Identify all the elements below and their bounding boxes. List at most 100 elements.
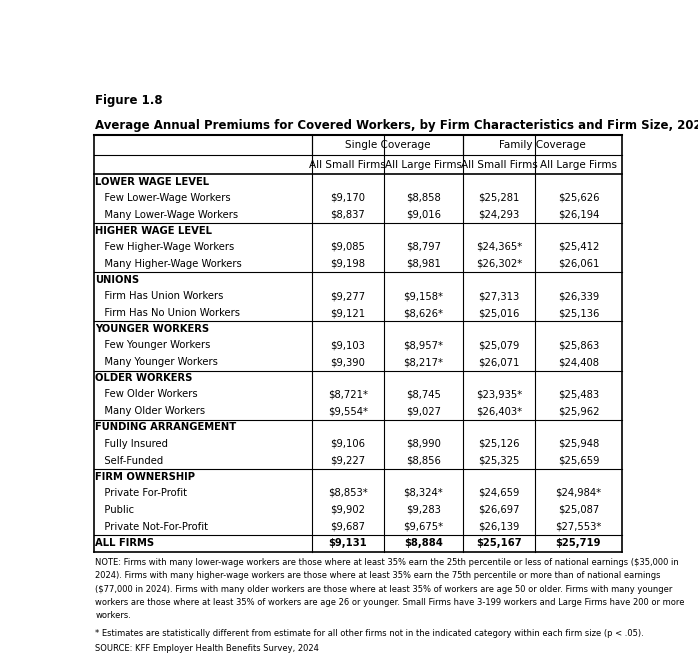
Text: Few Lower-Wage Workers: Few Lower-Wage Workers xyxy=(96,193,231,203)
Text: $24,293: $24,293 xyxy=(479,209,520,219)
Text: $25,281: $25,281 xyxy=(479,193,520,203)
Text: $24,408: $24,408 xyxy=(558,357,599,367)
Text: $25,948: $25,948 xyxy=(558,439,599,449)
Text: $24,365*: $24,365* xyxy=(476,242,522,252)
Text: $8,837: $8,837 xyxy=(330,209,365,219)
Text: FIRM OWNERSHIP: FIRM OWNERSHIP xyxy=(96,471,195,481)
Text: $25,412: $25,412 xyxy=(558,242,599,252)
Text: $8,957*: $8,957* xyxy=(403,340,443,350)
Text: $27,553*: $27,553* xyxy=(555,521,602,531)
Text: FUNDING ARRANGEMENT: FUNDING ARRANGEMENT xyxy=(96,422,237,432)
Text: $26,061: $26,061 xyxy=(558,259,599,269)
Text: $26,403*: $26,403* xyxy=(476,406,522,416)
Text: $9,675*: $9,675* xyxy=(403,521,443,531)
Text: All Small Firms: All Small Firms xyxy=(309,160,386,170)
Text: $25,659: $25,659 xyxy=(558,456,599,465)
Text: $26,302*: $26,302* xyxy=(476,259,522,269)
Text: Many Higher-Wage Workers: Many Higher-Wage Workers xyxy=(96,259,242,269)
Text: All Large Firms: All Large Firms xyxy=(540,160,617,170)
Text: $25,719: $25,719 xyxy=(556,539,601,549)
Text: $27,313: $27,313 xyxy=(479,291,520,301)
Text: Many Lower-Wage Workers: Many Lower-Wage Workers xyxy=(96,209,239,219)
Text: $26,194: $26,194 xyxy=(558,209,599,219)
Text: $25,863: $25,863 xyxy=(558,340,599,350)
Text: Many Younger Workers: Many Younger Workers xyxy=(96,357,218,367)
Text: Few Older Workers: Few Older Workers xyxy=(96,390,198,400)
Text: * Estimates are statistically different from estimate for all other firms not in: * Estimates are statistically different … xyxy=(96,628,644,638)
Text: Few Younger Workers: Few Younger Workers xyxy=(96,340,211,350)
Text: Public: Public xyxy=(96,505,135,515)
Text: $26,339: $26,339 xyxy=(558,291,599,301)
Text: $25,167: $25,167 xyxy=(476,539,522,549)
Text: Fully Insured: Fully Insured xyxy=(96,439,168,449)
Text: $9,390: $9,390 xyxy=(330,357,365,367)
Text: UNIONS: UNIONS xyxy=(96,275,140,285)
Text: $9,103: $9,103 xyxy=(330,340,365,350)
Text: $9,027: $9,027 xyxy=(406,406,441,416)
Text: $9,198: $9,198 xyxy=(330,259,365,269)
Text: All Small Firms: All Small Firms xyxy=(461,160,537,170)
Text: $25,087: $25,087 xyxy=(558,505,599,515)
Text: $9,283: $9,283 xyxy=(406,505,441,515)
Text: $25,962: $25,962 xyxy=(558,406,599,416)
Text: $9,106: $9,106 xyxy=(330,439,365,449)
Text: $9,277: $9,277 xyxy=(330,291,365,301)
Text: Firm Has No Union Workers: Firm Has No Union Workers xyxy=(96,308,240,318)
Text: $26,071: $26,071 xyxy=(479,357,520,367)
Text: SOURCE: KFF Employer Health Benefits Survey, 2024: SOURCE: KFF Employer Health Benefits Sur… xyxy=(96,644,319,653)
Text: $25,016: $25,016 xyxy=(479,308,520,318)
Text: $24,984*: $24,984* xyxy=(556,487,602,498)
Text: $8,981: $8,981 xyxy=(406,259,441,269)
Text: workers are those where at least 35% of workers are age 26 or younger. Small Fir: workers are those where at least 35% of … xyxy=(96,598,685,607)
Text: $9,121: $9,121 xyxy=(330,308,365,318)
Text: $25,126: $25,126 xyxy=(478,439,520,449)
Text: $9,902: $9,902 xyxy=(330,505,365,515)
Text: Firm Has Union Workers: Firm Has Union Workers xyxy=(96,291,224,301)
Text: $8,217*: $8,217* xyxy=(403,357,443,367)
Text: ($77,000 in 2024). Firms with many older workers are those where at least 35% of: ($77,000 in 2024). Firms with many older… xyxy=(96,585,673,594)
Text: $9,227: $9,227 xyxy=(330,456,365,465)
Text: $8,884: $8,884 xyxy=(404,539,443,549)
Text: $26,139: $26,139 xyxy=(479,521,520,531)
Text: Private Not-For-Profit: Private Not-For-Profit xyxy=(96,521,209,531)
Text: $8,990: $8,990 xyxy=(406,439,441,449)
Text: $8,324*: $8,324* xyxy=(403,487,443,498)
Text: $25,483: $25,483 xyxy=(558,390,599,400)
Text: $8,745: $8,745 xyxy=(406,390,441,400)
Text: $25,325: $25,325 xyxy=(479,456,520,465)
Text: Many Older Workers: Many Older Workers xyxy=(96,406,205,416)
Text: Figure 1.8: Figure 1.8 xyxy=(96,94,163,107)
Text: Private For-Profit: Private For-Profit xyxy=(96,487,187,498)
Text: Self-Funded: Self-Funded xyxy=(96,456,163,465)
Text: $24,659: $24,659 xyxy=(479,487,520,498)
Text: LOWER WAGE LEVEL: LOWER WAGE LEVEL xyxy=(96,177,209,187)
Text: $8,858: $8,858 xyxy=(406,193,441,203)
Text: NOTE: Firms with many lower-wage workers are those where at least 35% earn the 2: NOTE: Firms with many lower-wage workers… xyxy=(96,558,679,567)
Text: Family Coverage: Family Coverage xyxy=(499,140,586,150)
Text: $9,016: $9,016 xyxy=(406,209,441,219)
Text: OLDER WORKERS: OLDER WORKERS xyxy=(96,373,193,383)
Text: $9,085: $9,085 xyxy=(330,242,365,252)
Text: All Large Firms: All Large Firms xyxy=(385,160,462,170)
Text: ALL FIRMS: ALL FIRMS xyxy=(96,539,154,549)
Text: $8,797: $8,797 xyxy=(406,242,441,252)
Text: $9,170: $9,170 xyxy=(330,193,365,203)
Text: $8,721*: $8,721* xyxy=(328,390,368,400)
Text: $8,853*: $8,853* xyxy=(328,487,368,498)
Text: $25,079: $25,079 xyxy=(479,340,520,350)
Text: Average Annual Premiums for Covered Workers, by Firm Characteristics and Firm Si: Average Annual Premiums for Covered Work… xyxy=(96,119,698,132)
Text: $26,697: $26,697 xyxy=(478,505,520,515)
Text: $9,158*: $9,158* xyxy=(403,291,443,301)
Text: workers.: workers. xyxy=(96,611,131,620)
Text: $25,626: $25,626 xyxy=(558,193,599,203)
Text: $23,935*: $23,935* xyxy=(476,390,522,400)
Text: $8,626*: $8,626* xyxy=(403,308,443,318)
Text: $9,131: $9,131 xyxy=(328,539,367,549)
Text: Few Higher-Wage Workers: Few Higher-Wage Workers xyxy=(96,242,235,252)
Text: $25,136: $25,136 xyxy=(558,308,599,318)
Text: 2024). Firms with many higher-wage workers are those where at least 35% earn the: 2024). Firms with many higher-wage worke… xyxy=(96,571,661,581)
Text: YOUNGER WORKERS: YOUNGER WORKERS xyxy=(96,324,209,334)
Text: Single Coverage: Single Coverage xyxy=(345,140,430,150)
Text: $9,687: $9,687 xyxy=(330,521,365,531)
Text: $9,554*: $9,554* xyxy=(328,406,368,416)
